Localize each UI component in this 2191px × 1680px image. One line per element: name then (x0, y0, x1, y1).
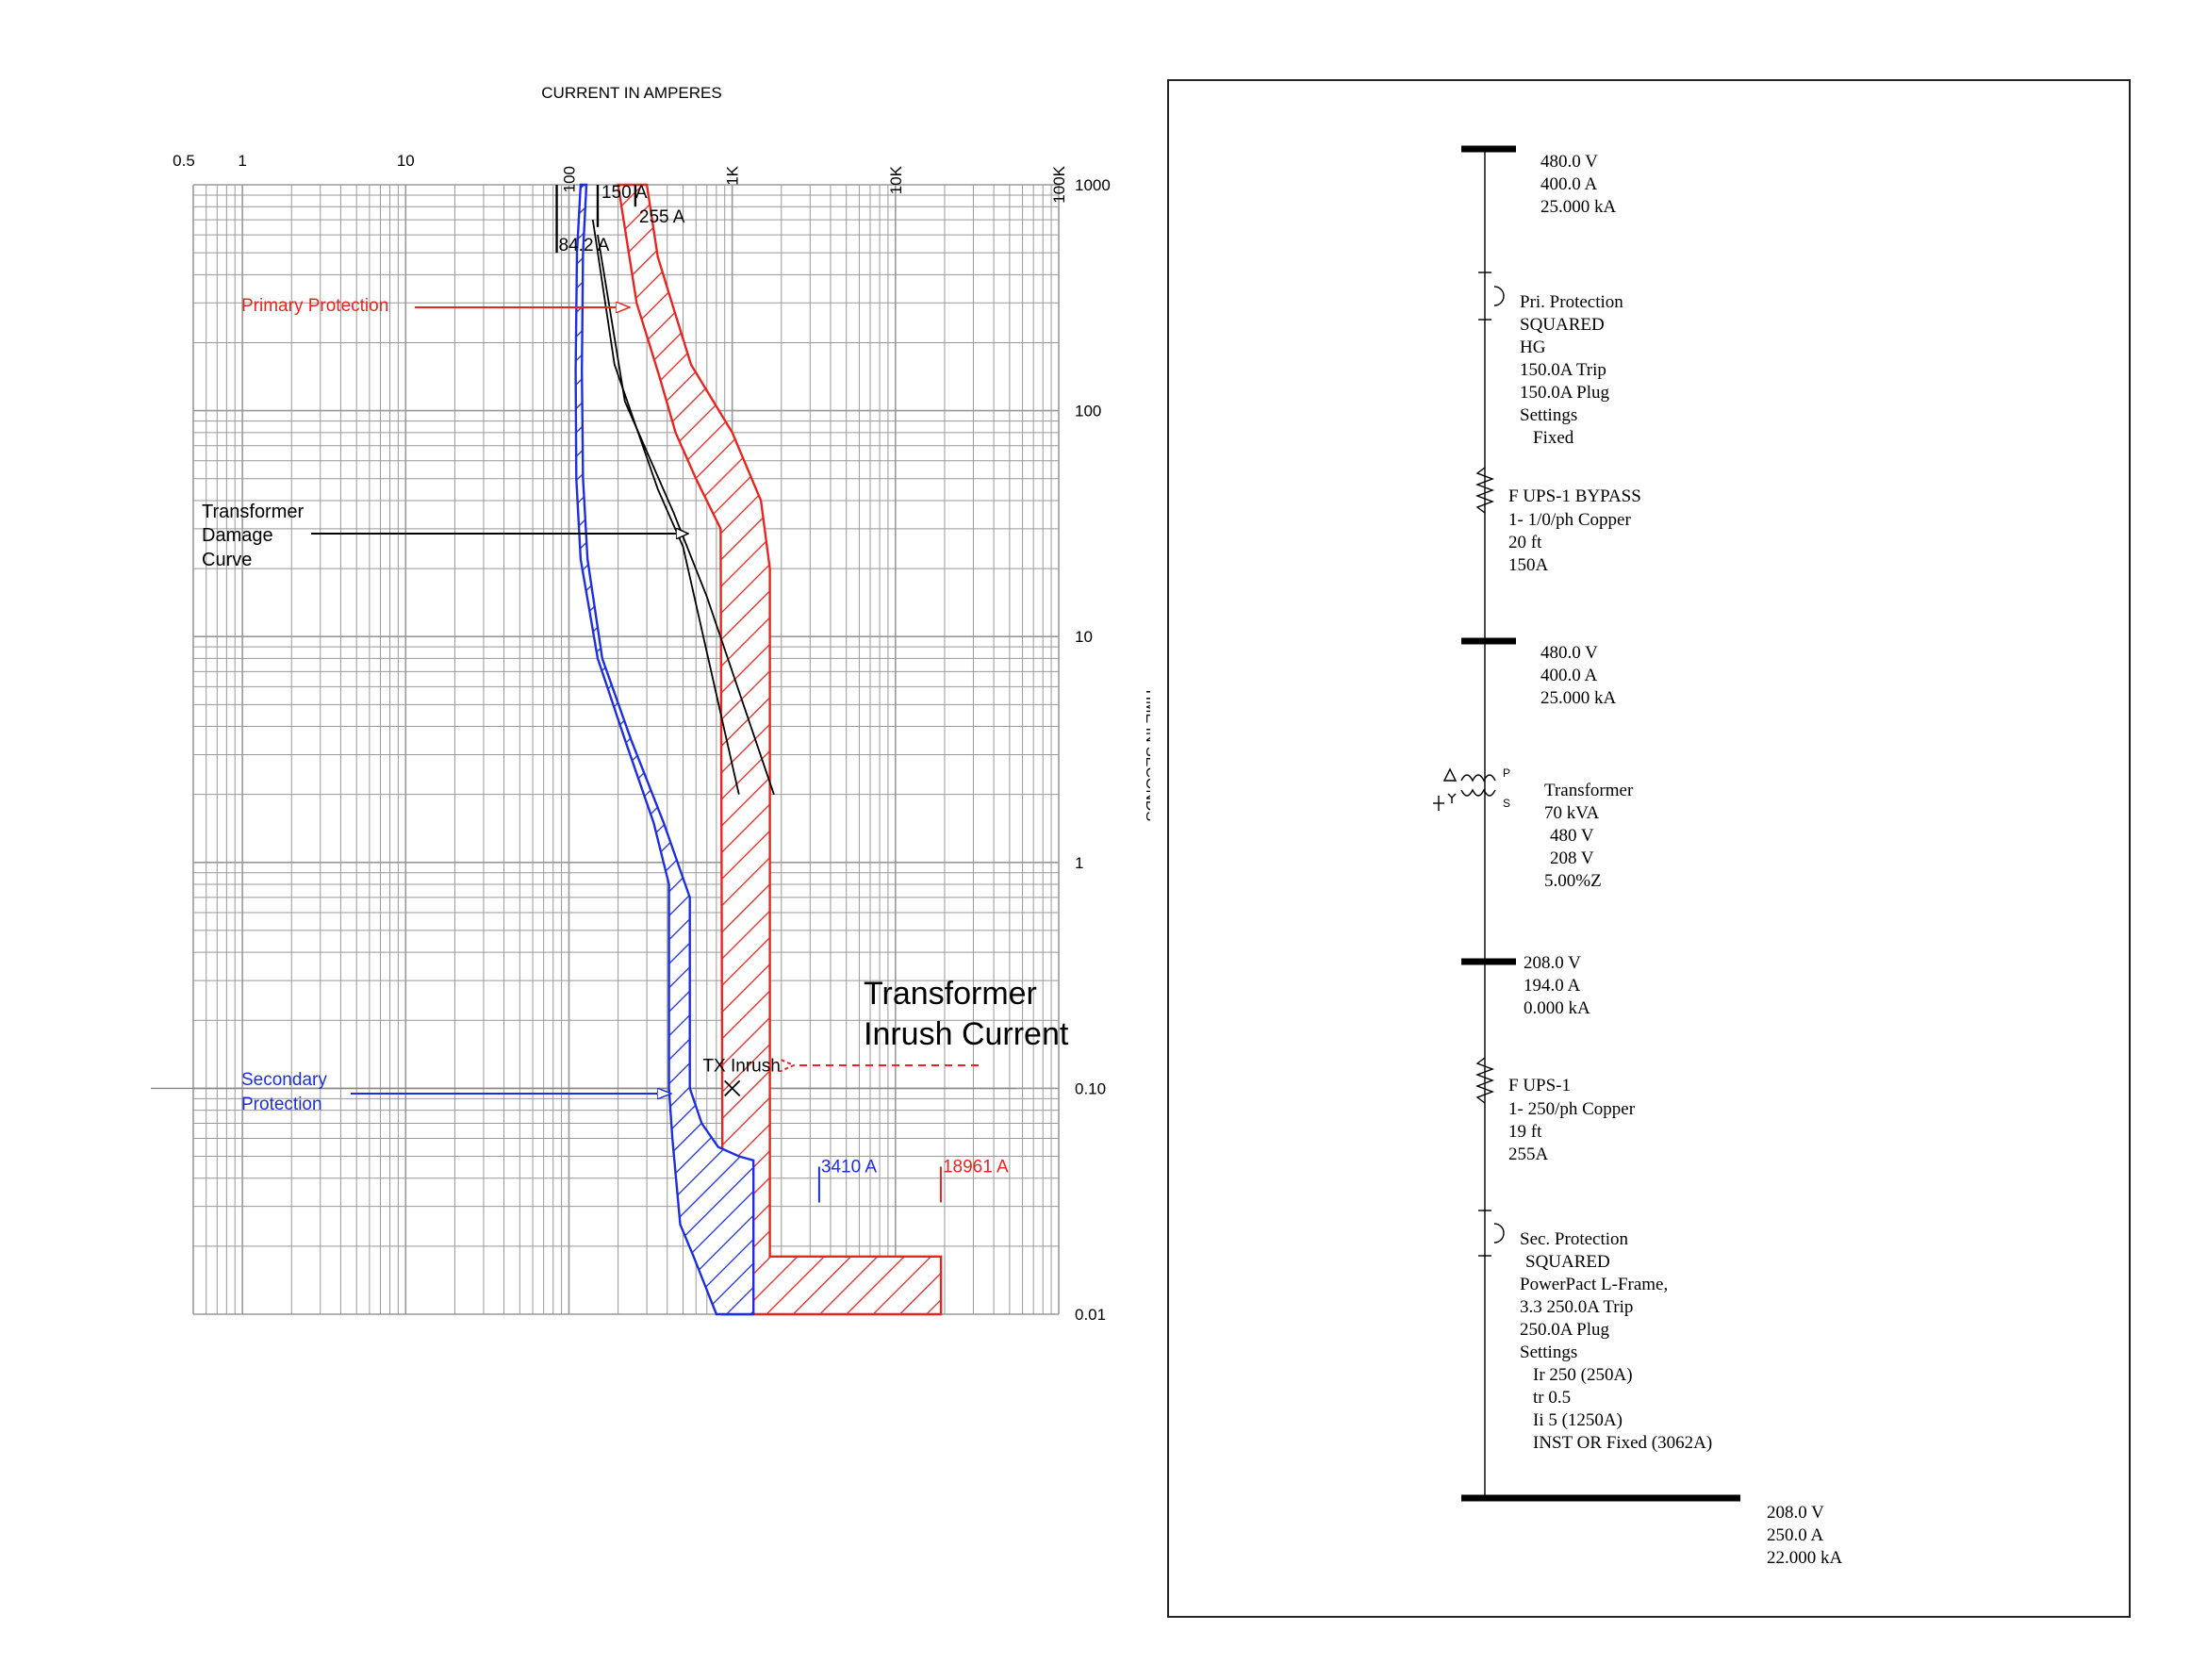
cable-ups-symbol (1475, 1057, 1494, 1104)
y-tick-label: 0.01 (1075, 1306, 1106, 1324)
primary-protection-band (617, 183, 943, 1316)
transformer-primary-mark: P (1503, 766, 1510, 780)
sec-protection-inst: INST OR Fixed (3062A) (1533, 1433, 1712, 1453)
transformer-name: Transformer (1544, 781, 1634, 800)
transformer-damage-curve-left (591, 219, 740, 795)
pri-protection-plug: 150.0A Plug (1520, 383, 1610, 403)
cable-bypass-length: 20 ft (1508, 533, 1542, 552)
inrush-x-mark (724, 1079, 741, 1097)
sec-protection-tr: tr 0.5 (1533, 1388, 1571, 1408)
pri-breaker-symbol (1478, 272, 1505, 321)
x-tick-label: 1K (724, 165, 742, 185)
cable-ups-name: F UPS-1 (1508, 1076, 1571, 1095)
bus-bottom-fault: 22.000 kA (1767, 1548, 1843, 1568)
transformer-damage-label-3: Curve (202, 550, 252, 570)
transformer-rating: 70 kVA (1544, 803, 1600, 823)
pri-protection-settings: Settings (1520, 405, 1577, 425)
x-tick-labels: 0.5 1 10 100 1K 10K 100K (173, 152, 1068, 204)
x-tick-label: 10K (887, 165, 905, 194)
y-tick-label: 1000 (1075, 176, 1111, 194)
x-tick-label: 1 (238, 152, 246, 170)
transformer-symbol (1433, 767, 1496, 811)
sec-protection-ii: Ii 5 (1250A) (1533, 1410, 1623, 1430)
secondary-protection-label-1: Secondary (241, 1070, 327, 1090)
fault-markers: 3410 A 18961 A (817, 1157, 1009, 1203)
pickup-marker-label: 84.2 A (559, 236, 610, 255)
fault-marker-label: 3410 A (821, 1157, 877, 1177)
y-tick-label: 1 (1075, 854, 1083, 872)
pri-protection-mfr: SQUARED (1520, 315, 1605, 335)
inrush-current-label-1: Transformer (864, 976, 1037, 1012)
transformer-damage-curve-right (597, 235, 775, 795)
cable-bypass-size: 1- 1/0/ph Copper (1508, 510, 1631, 530)
transformer-impedance: 5.00%Z (1544, 871, 1602, 891)
bus-top-fault: 25.000 kA (1540, 197, 1617, 217)
cable-bypass-name: F UPS-1 BYPASS (1508, 486, 1641, 506)
secondary-protection-band (574, 183, 755, 1316)
pickup-marker-label: 255 A (639, 207, 685, 227)
bus-sec-current: 194.0 A (1524, 976, 1580, 996)
pri-protection-type: HG (1520, 338, 1546, 357)
pri-protection-fixed: Fixed (1533, 428, 1574, 448)
y-tick-label: 100 (1075, 403, 1101, 420)
bus-mid-fault: 25.000 kA (1540, 688, 1617, 708)
transformer-damage-label-1: Transformer (202, 502, 305, 522)
inrush-current-label-2: Inrush Current (864, 1016, 1069, 1052)
cable-bypass-ampacity: 150A (1508, 555, 1549, 575)
inrush-point: TX Inrush (702, 1056, 781, 1097)
transformer-secondary-mark: S (1503, 797, 1510, 810)
sec-protection-trip: 3.3 250.0A Trip (1520, 1297, 1633, 1317)
bus-top-current: 400.0 A (1540, 174, 1597, 194)
bus-bottom-voltage: 208.0 V (1767, 1503, 1824, 1523)
pri-protection-trip: 150.0A Trip (1520, 360, 1606, 380)
bus-mid-voltage: 480.0 V (1540, 643, 1598, 663)
cable-bypass-symbol (1475, 467, 1494, 514)
bus-mid-current: 400.0 A (1540, 666, 1597, 685)
inrush-point-label: TX Inrush (702, 1056, 780, 1076)
y-tick-labels: 1000 100 10 1 0.10 0.01 (1075, 176, 1111, 1324)
secondary-protection-label-2: Protection (241, 1095, 322, 1114)
bus-sec-fault: 0.000 kA (1524, 998, 1590, 1018)
sec-protection-type: PowerPact L-Frame, (1520, 1275, 1668, 1294)
x-tick-label: 0.5 (173, 152, 195, 170)
x-tick-label: 100K (1050, 165, 1068, 203)
one-line-diagram: 480.0 V 400.0 A 25.000 kA Pri. Protectio… (1167, 79, 2131, 1618)
bus-top-voltage: 480.0 V (1540, 152, 1598, 172)
pickup-marker-label: 150 A (601, 183, 648, 203)
transformer-primary-voltage: 480 V (1550, 826, 1594, 846)
x-tick-label: 100 (560, 166, 578, 192)
y-axis-label: TIME IN SECONDS (1143, 687, 1150, 821)
pri-protection-name: Pri. Protection (1520, 292, 1623, 312)
chart-grid (151, 184, 1060, 1315)
primary-protection-label: Primary Protection (241, 296, 388, 316)
transformer-damage-label-2: Damage (202, 525, 273, 546)
pickup-markers: 84.2 A 150 A 255 A (555, 183, 685, 255)
fault-marker-label: 18961 A (943, 1157, 1009, 1177)
one-line-svg: 480.0 V 400.0 A 25.000 kA Pri. Protectio… (1433, 145, 1843, 1568)
sec-protection-plug: 250.0A Plug (1520, 1320, 1610, 1340)
sec-breaker-symbol (1478, 1210, 1505, 1257)
cable-ups-ampacity: 255A (1508, 1145, 1549, 1164)
sec-protection-name: Sec. Protection (1520, 1229, 1629, 1249)
tcc-chart: 0.5 1 10 100 1K 10K 100K 1000 100 10 1 0.10 0.01 CU… (151, 84, 1150, 1324)
y-tick-label: 10 (1075, 628, 1093, 646)
bus-bottom-current: 250.0 A (1767, 1525, 1823, 1545)
x-tick-label: 10 (397, 152, 415, 170)
sec-protection-ir: Ir 250 (250A) (1533, 1365, 1633, 1385)
sec-protection-settings: Settings (1520, 1342, 1577, 1362)
transformer-secondary-voltage: 208 V (1550, 848, 1594, 868)
cable-ups-length: 19 ft (1508, 1122, 1542, 1142)
sec-protection-mfr: SQUARED (1525, 1252, 1610, 1272)
y-tick-label: 0.10 (1075, 1079, 1106, 1097)
x-axis-label: CURRENT IN AMPERES (541, 84, 721, 102)
cable-ups-size: 1- 250/ph Copper (1508, 1099, 1636, 1119)
bus-sec-voltage: 208.0 V (1524, 953, 1581, 973)
